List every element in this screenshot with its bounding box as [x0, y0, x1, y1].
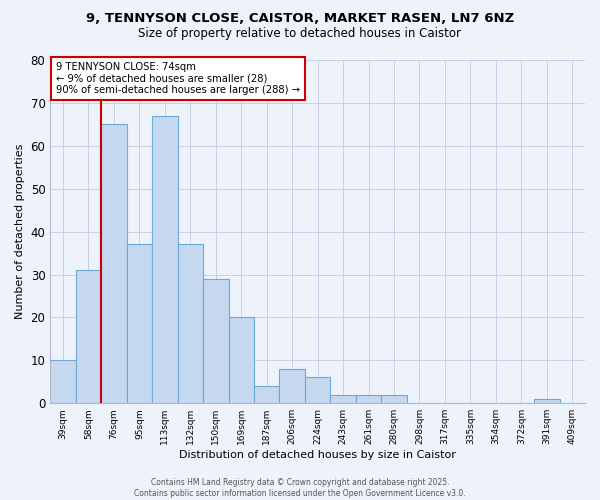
- Bar: [254, 386, 280, 403]
- Text: 9, TENNYSON CLOSE, CAISTOR, MARKET RASEN, LN7 6NZ: 9, TENNYSON CLOSE, CAISTOR, MARKET RASEN…: [86, 12, 514, 26]
- Bar: [178, 244, 203, 403]
- Text: 9 TENNYSON CLOSE: 74sqm
← 9% of detached houses are smaller (28)
90% of semi-det: 9 TENNYSON CLOSE: 74sqm ← 9% of detached…: [56, 62, 299, 95]
- Bar: [229, 318, 254, 403]
- Bar: [50, 360, 76, 403]
- Bar: [203, 279, 229, 403]
- Text: Size of property relative to detached houses in Caistor: Size of property relative to detached ho…: [139, 28, 461, 40]
- Bar: [534, 399, 560, 403]
- Bar: [127, 244, 152, 403]
- Text: Contains HM Land Registry data © Crown copyright and database right 2025.
Contai: Contains HM Land Registry data © Crown c…: [134, 478, 466, 498]
- Bar: [280, 369, 305, 403]
- Bar: [356, 394, 382, 403]
- Bar: [382, 394, 407, 403]
- Bar: [305, 378, 331, 403]
- Bar: [331, 394, 356, 403]
- X-axis label: Distribution of detached houses by size in Caistor: Distribution of detached houses by size …: [179, 450, 456, 460]
- Bar: [76, 270, 101, 403]
- Bar: [101, 124, 127, 403]
- Bar: [152, 116, 178, 403]
- Y-axis label: Number of detached properties: Number of detached properties: [15, 144, 25, 320]
